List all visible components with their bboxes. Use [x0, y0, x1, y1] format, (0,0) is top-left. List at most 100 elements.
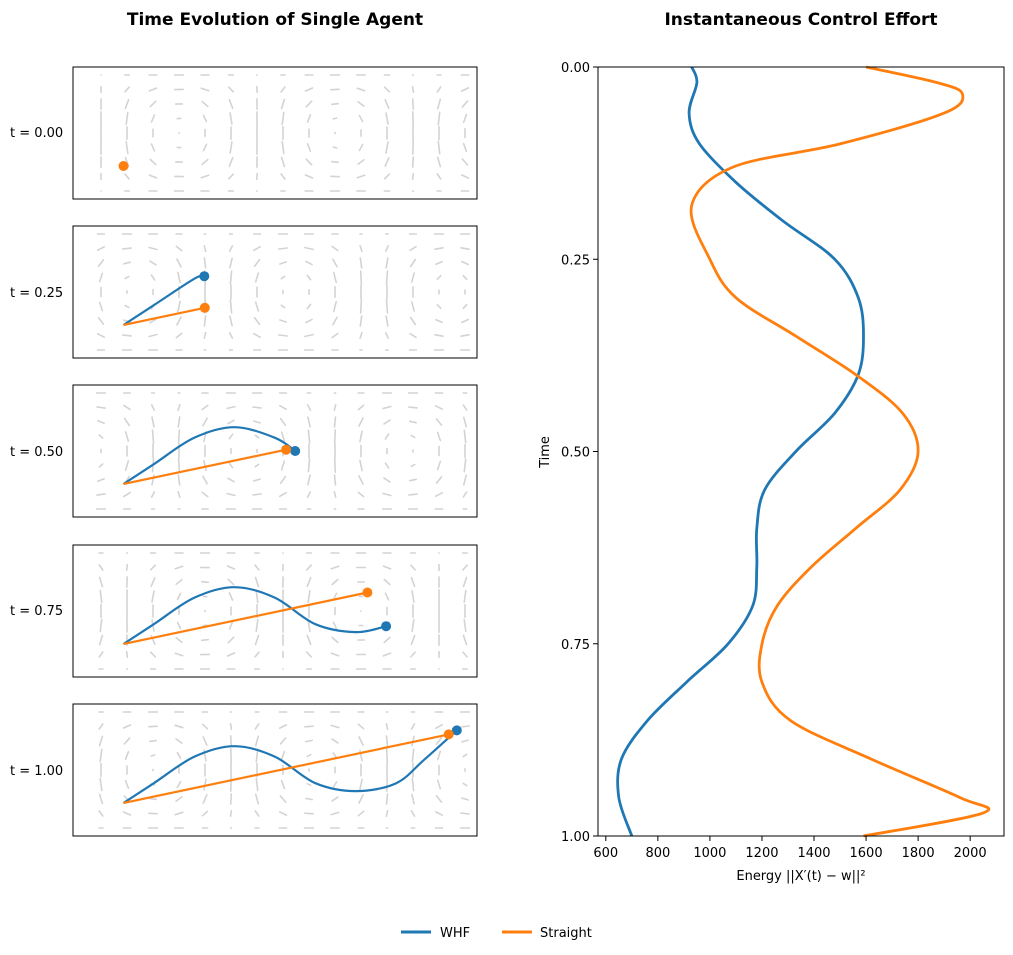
field-arrow	[411, 618, 415, 633]
field-arrow	[358, 114, 364, 123]
field-arrow	[461, 797, 469, 801]
field-arrow	[229, 112, 233, 125]
field-arrow	[150, 143, 156, 152]
field-arrow	[460, 247, 470, 250]
field-arrow	[411, 156, 415, 168]
straight-trajectory	[123, 448, 287, 486]
field-arrow	[332, 300, 338, 313]
field-arrow	[99, 589, 103, 604]
field-arrow	[279, 417, 287, 427]
field-arrow	[203, 315, 207, 327]
right-title: Instantaneous Control Effort	[664, 10, 937, 30]
panel-frame	[72, 703, 478, 837]
field-arrow	[356, 87, 366, 92]
field-arrow	[435, 736, 443, 746]
field-arrow	[304, 812, 314, 815]
field-arrow	[229, 793, 233, 805]
field-arrow	[434, 810, 444, 817]
field-arrow	[436, 460, 442, 471]
field-arrow	[436, 86, 442, 93]
trajectories	[118, 161, 129, 171]
field-arrow	[382, 565, 392, 570]
field-arrow	[434, 247, 444, 250]
field-arrow	[148, 87, 158, 92]
legend: WHF Straight	[401, 926, 592, 941]
field-arrow	[226, 565, 236, 570]
field-arrow	[175, 636, 183, 644]
field-arrow	[434, 404, 444, 411]
field-arrow	[435, 418, 443, 426]
field-arrow	[122, 811, 132, 816]
field-arrow	[174, 565, 184, 570]
field-arrow	[462, 491, 468, 498]
field-arrow	[305, 158, 313, 166]
field-arrow	[203, 459, 207, 472]
x-tick-label: 800	[645, 846, 670, 861]
x-axis-label: Energy ||X′(t) − w||²	[736, 869, 865, 884]
field-arrow	[461, 100, 469, 108]
field-arrow	[410, 272, 416, 283]
field-arrow	[462, 142, 468, 153]
field-arrow	[332, 146, 338, 149]
field-arrow	[177, 271, 181, 284]
field-arrow	[306, 274, 312, 281]
field-arrow	[331, 636, 339, 644]
field-arrow	[229, 722, 233, 731]
field-arrow	[202, 794, 208, 804]
x-tick-label: 2000	[954, 846, 987, 861]
field-arrow	[410, 810, 416, 817]
vector-field	[96, 233, 471, 351]
field-arrow	[461, 739, 469, 743]
field-arrow	[409, 332, 417, 339]
field-arrow	[177, 490, 181, 499]
trajectories	[122, 725, 462, 805]
field-arrow	[333, 403, 337, 412]
field-arrow	[227, 477, 235, 483]
field-arrow	[385, 777, 389, 792]
field-arrow	[279, 475, 287, 485]
field-arrow	[255, 748, 259, 763]
field-arrow	[254, 651, 260, 658]
field-arrow	[385, 315, 389, 327]
field-arrow	[461, 158, 469, 166]
field-arrow	[385, 270, 389, 285]
field-arrow	[200, 87, 210, 92]
energy-series	[616, 65, 991, 838]
whf-agent-marker	[290, 446, 301, 456]
field-arrow	[462, 474, 468, 486]
field-arrow	[434, 491, 444, 498]
field-arrow	[254, 301, 260, 312]
panel-2: t = 0.50	[10, 384, 478, 518]
field-arrow	[384, 99, 390, 109]
field-arrow	[124, 779, 130, 790]
field-arrow	[331, 332, 339, 339]
field-arrow	[98, 463, 104, 468]
field-arrow	[122, 334, 132, 337]
whf-trajectory	[122, 729, 458, 804]
field-arrow	[203, 245, 207, 252]
whf-agent-marker	[451, 725, 462, 736]
field-arrow	[304, 725, 314, 728]
field-arrow	[411, 748, 415, 763]
field-arrow	[358, 794, 364, 804]
panel-label: t = 0.75	[10, 604, 63, 619]
field-arrow	[151, 429, 155, 444]
field-arrow	[254, 723, 260, 730]
field-arrow	[410, 634, 416, 646]
trajectories	[122, 271, 210, 327]
field-arrow	[174, 724, 184, 729]
panel-3: t = 0.75	[10, 544, 478, 678]
field-arrow	[253, 332, 261, 339]
field-arrow	[435, 476, 443, 484]
field-arrow	[202, 736, 208, 746]
field-arrow	[98, 810, 104, 817]
trajectories	[122, 426, 301, 486]
field-arrow	[359, 778, 363, 791]
field-arrow	[279, 737, 287, 745]
field-arrow	[229, 141, 233, 154]
field-arrow	[124, 431, 130, 442]
field-arrow	[278, 247, 288, 250]
field-arrow	[175, 578, 183, 586]
x-axis-ticks: 600 800 1000 1200 1400 1600 1800 2000	[593, 836, 987, 861]
field-arrow	[410, 564, 416, 571]
